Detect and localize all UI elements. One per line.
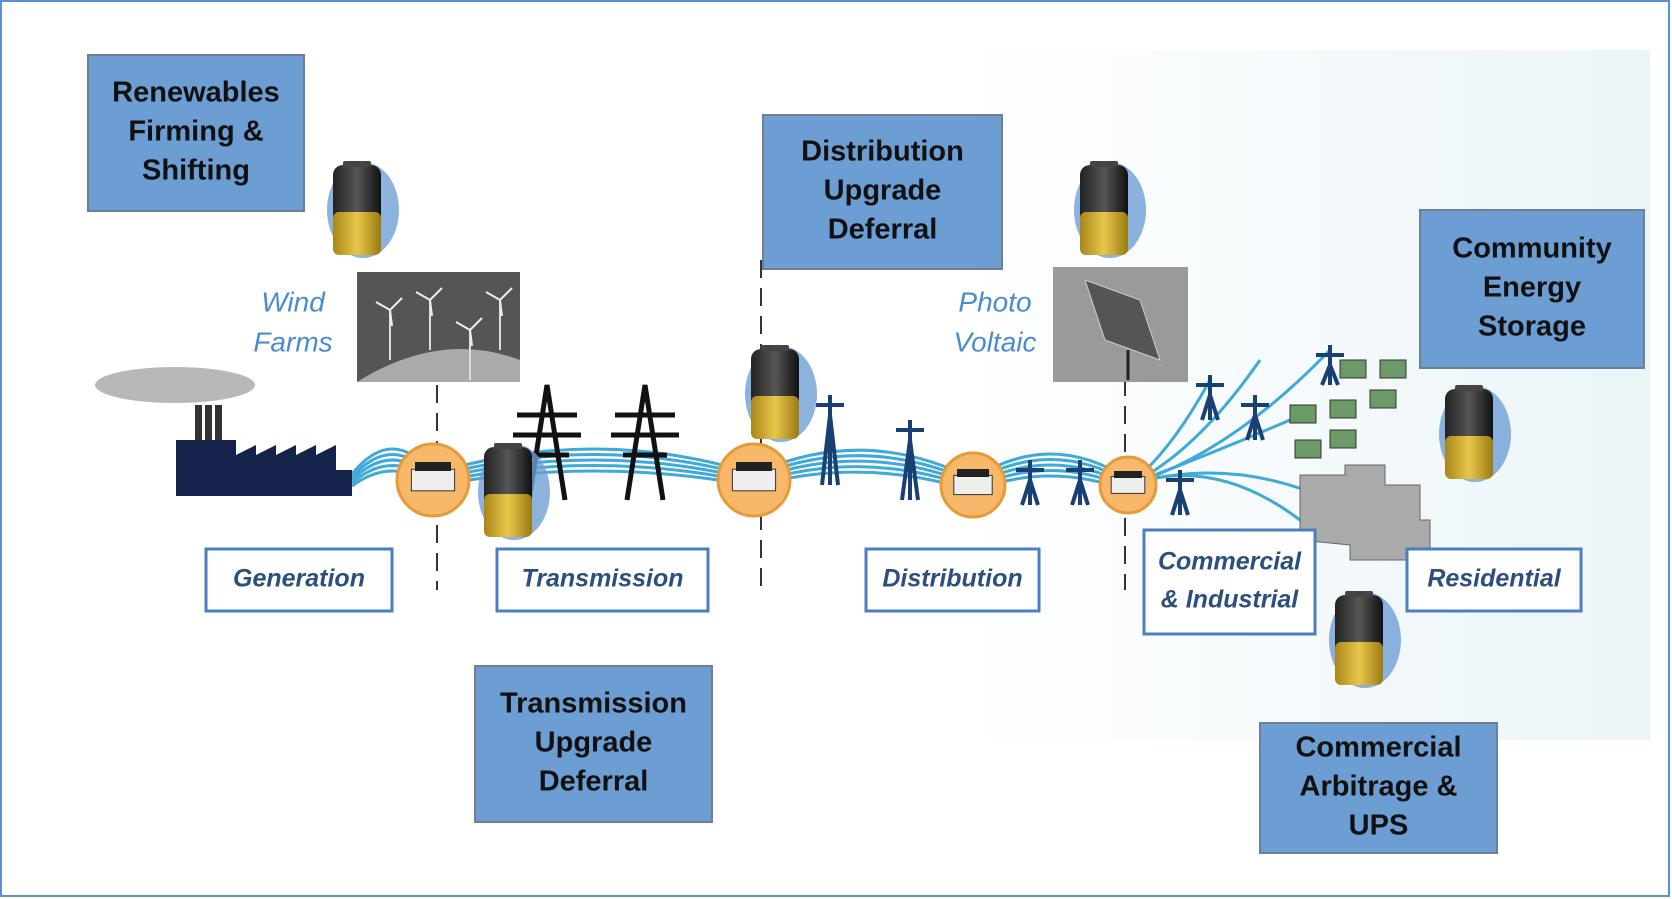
battery-cap — [1090, 161, 1118, 167]
battery-cap — [343, 161, 371, 167]
callout: Community Energy Storage — [1420, 210, 1644, 368]
transformer — [954, 475, 992, 494]
transformer — [957, 469, 989, 477]
callout-text: Storage — [1478, 311, 1586, 343]
battery-charge — [484, 494, 532, 537]
stage: Generation — [206, 549, 392, 611]
imglabel-text: Voltaic — [953, 326, 1036, 357]
callout-text: Firming & — [128, 116, 263, 148]
imglabel-text: Wind — [261, 286, 326, 317]
battery-charge — [333, 212, 381, 255]
battery-cap — [1345, 591, 1373, 597]
stage: Transmission — [497, 549, 708, 611]
battery-cap — [494, 443, 522, 449]
callout-text: Upgrade — [824, 175, 942, 207]
house — [1380, 360, 1406, 378]
stage: Distribution — [866, 549, 1039, 611]
stage-text: Distribution — [882, 565, 1022, 593]
background-panel — [960, 50, 1650, 740]
callout-text: Transmission — [500, 688, 687, 720]
callout-text: Community — [1452, 233, 1612, 265]
house — [1340, 360, 1366, 378]
factory — [176, 440, 236, 496]
callout-text: Energy — [1483, 272, 1581, 304]
callout-text: Commercial — [1295, 732, 1461, 764]
imglabel-text: Photo — [958, 286, 1031, 317]
callout: Transmission Upgrade Deferral — [475, 666, 712, 822]
callout: Renewables Firming & Shifting — [88, 55, 304, 211]
stage-text: Transmission — [521, 565, 683, 593]
stage-text: & Industrial — [1161, 586, 1300, 614]
callout-text: Deferral — [828, 214, 938, 246]
callout-text: Shifting — [142, 155, 250, 187]
callout-text: Upgrade — [535, 727, 653, 759]
battery-charge — [1080, 212, 1128, 255]
house — [1370, 390, 1396, 408]
callout-text: Distribution — [801, 136, 964, 168]
stage-box — [1144, 530, 1315, 634]
smoke — [95, 367, 255, 403]
stage: Residential — [1407, 549, 1581, 611]
callout: Commercial Arbitrage & UPS — [1260, 723, 1497, 853]
battery-charge — [1445, 436, 1493, 479]
callout-text: Renewables — [112, 77, 280, 109]
factory — [236, 445, 352, 496]
house — [1330, 400, 1356, 418]
transformer — [411, 469, 454, 491]
chimney — [205, 405, 212, 440]
stage-text: Generation — [233, 565, 365, 593]
battery-charge — [1335, 642, 1383, 685]
house — [1330, 430, 1356, 448]
house — [1290, 405, 1316, 423]
chimney — [215, 405, 222, 440]
transformer — [1114, 471, 1142, 478]
battery-charge — [751, 396, 799, 439]
callout-text: Arbitrage & — [1300, 771, 1458, 803]
diagram: Renewables Firming & Shifting Distribution U… — [0, 0, 1672, 899]
transformer — [732, 469, 775, 491]
imglabel-text: Farms — [253, 326, 332, 357]
callout-text: UPS — [1349, 810, 1409, 842]
transformer — [736, 462, 772, 471]
stage-text: Commercial — [1158, 548, 1302, 576]
battery-cap — [761, 345, 789, 351]
house — [1295, 440, 1321, 458]
callout: Distribution Upgrade Deferral — [763, 115, 1002, 269]
stage: Commercial & Industrial — [1144, 530, 1315, 634]
chimney — [195, 405, 202, 440]
stage-text: Residential — [1427, 565, 1561, 593]
callout-text: Deferral — [539, 766, 649, 798]
transformer — [415, 462, 451, 471]
transformer — [1111, 477, 1145, 494]
battery-cap — [1455, 385, 1483, 391]
